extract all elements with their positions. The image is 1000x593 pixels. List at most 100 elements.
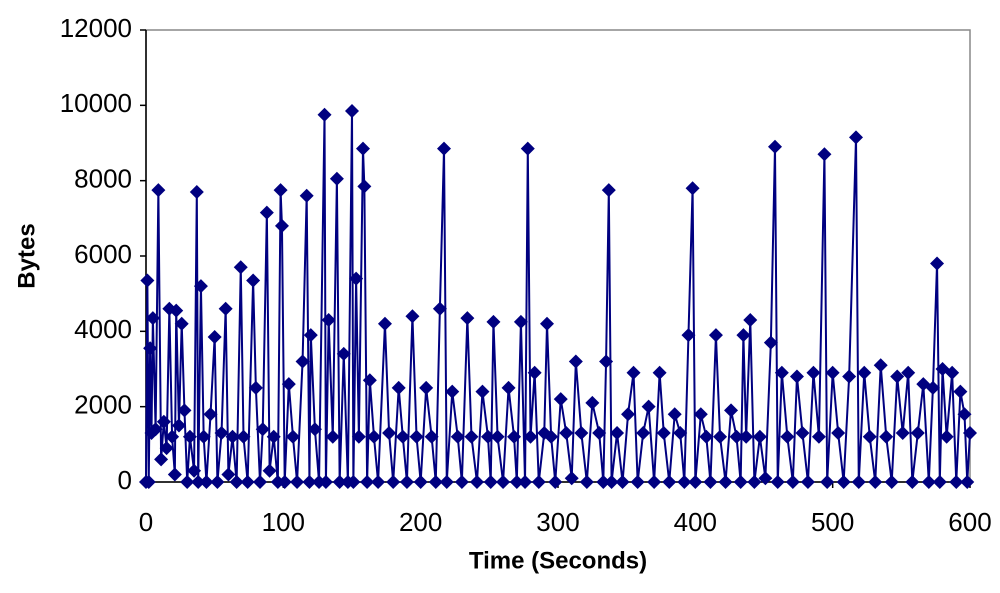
data-point	[405, 309, 420, 324]
data-point	[540, 316, 555, 331]
data-point	[187, 463, 202, 478]
data-point	[454, 475, 469, 489]
data-point	[656, 426, 671, 441]
data-point	[879, 429, 894, 444]
data-point	[574, 426, 589, 441]
data-point	[630, 475, 645, 489]
data-point	[199, 475, 214, 489]
data-point	[165, 429, 180, 444]
data-point	[207, 329, 222, 344]
data-point	[568, 354, 583, 369]
data-point	[743, 313, 758, 328]
data-point	[713, 429, 728, 444]
data-point	[811, 429, 826, 444]
data-point	[345, 103, 359, 118]
data-point	[739, 429, 754, 444]
data-point	[758, 471, 773, 486]
data-point	[236, 429, 251, 444]
data-point	[925, 380, 940, 395]
data-point	[377, 316, 392, 331]
data-point	[599, 354, 614, 369]
data-point	[445, 384, 460, 399]
data-point	[817, 147, 832, 162]
data-point	[357, 179, 372, 194]
data-point	[210, 475, 225, 489]
data-point	[610, 426, 625, 441]
data-point	[905, 475, 920, 489]
data-point	[601, 183, 616, 198]
data-point	[490, 429, 505, 444]
data-point	[770, 475, 785, 489]
data-point	[366, 429, 381, 444]
data-point	[214, 426, 229, 441]
data-point	[507, 429, 522, 444]
data-point	[464, 429, 479, 444]
data-point	[800, 475, 815, 489]
data-point	[180, 475, 195, 489]
data-point	[681, 328, 696, 343]
data-point	[480, 429, 495, 444]
data-point	[626, 365, 641, 380]
data-point	[285, 429, 300, 444]
y-tick-label: 6000	[74, 239, 132, 269]
data-point	[246, 273, 261, 288]
data-point	[553, 392, 568, 407]
x-axis-title: Time (Seconds)	[469, 547, 647, 574]
data-point	[266, 429, 281, 444]
data-point	[795, 426, 810, 441]
x-tick-label: 0	[139, 507, 153, 537]
data-point	[677, 475, 692, 489]
data-point	[154, 452, 169, 467]
data-point	[151, 183, 166, 198]
data-point	[513, 314, 528, 329]
data-point	[531, 475, 546, 489]
data-point	[559, 426, 574, 441]
x-tick-label: 600	[948, 507, 991, 537]
data-point	[299, 188, 314, 203]
data-point	[774, 365, 789, 380]
data-point	[729, 429, 744, 444]
data-point	[579, 475, 594, 489]
data-point	[767, 139, 782, 154]
data-point	[825, 365, 840, 380]
data-point	[413, 475, 428, 489]
data-point	[486, 314, 501, 329]
data-point	[932, 475, 947, 489]
data-point	[483, 475, 498, 489]
data-point	[140, 273, 155, 288]
data-point	[317, 107, 332, 122]
data-point	[785, 475, 800, 489]
data-point	[851, 475, 866, 489]
data-point	[141, 475, 156, 489]
data-point	[960, 475, 975, 489]
data-point	[636, 426, 651, 441]
data-point	[240, 475, 255, 489]
data-point	[693, 407, 708, 422]
y-tick-label: 0	[118, 465, 132, 495]
data-point	[349, 271, 364, 286]
data-point	[849, 130, 864, 145]
data-point	[592, 426, 607, 441]
data-point	[747, 475, 762, 489]
data-point	[752, 429, 767, 444]
data-point	[544, 429, 559, 444]
data-point	[303, 328, 318, 343]
data-point	[191, 475, 206, 489]
data-point	[277, 475, 292, 489]
data-point	[290, 475, 305, 489]
data-point	[318, 475, 333, 489]
data-point	[262, 463, 277, 478]
data-point	[604, 475, 619, 489]
data-point	[469, 475, 484, 489]
data-point	[585, 395, 600, 410]
data-point	[820, 475, 835, 489]
data-point	[218, 301, 233, 316]
data-point	[641, 399, 656, 414]
data-point	[225, 429, 240, 444]
data-point	[386, 475, 401, 489]
data-point	[518, 475, 533, 489]
y-tick-label: 2000	[74, 390, 132, 420]
data-point	[667, 407, 682, 422]
data-point	[432, 301, 447, 316]
